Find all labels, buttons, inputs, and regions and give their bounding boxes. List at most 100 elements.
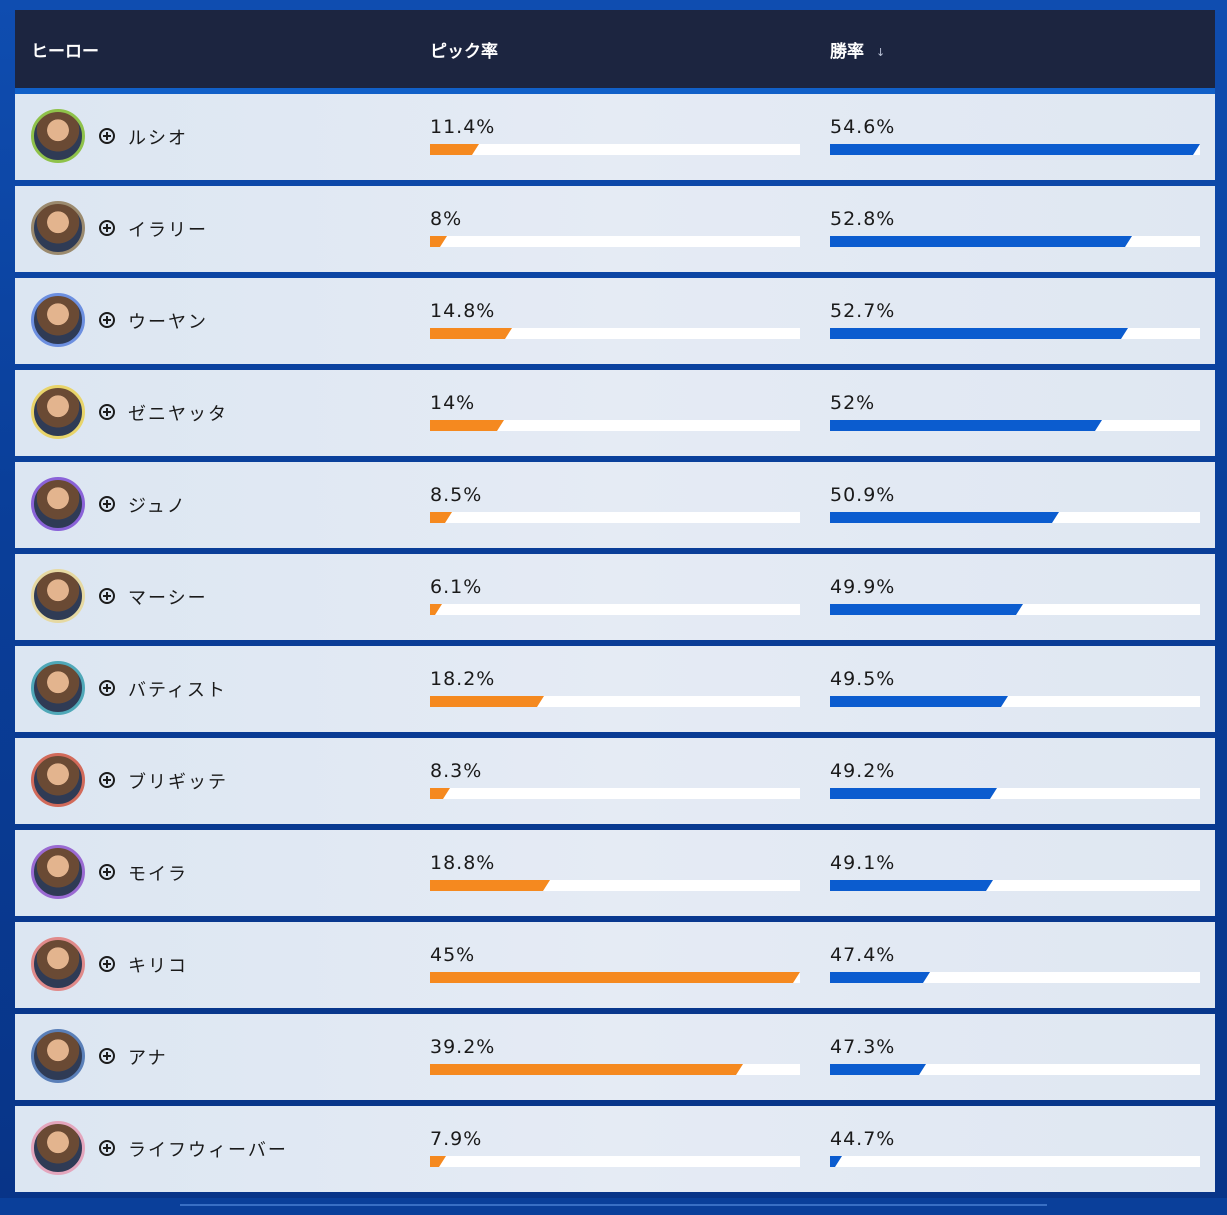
pick-rate-bar-fill — [430, 1064, 743, 1075]
pick-rate-value: 8.3% — [430, 760, 483, 782]
pick-rate-bar-fill — [430, 604, 442, 615]
column-header-win-rate[interactable]: 勝率 ↓ — [830, 37, 885, 62]
table-row[interactable]: ライフウィーバー 7.9% 44.7% — [15, 1106, 1215, 1192]
hero-name[interactable]: ライフウィーバー — [128, 1140, 288, 1161]
table-row[interactable]: ブリギッテ 8.3% 49.2% — [15, 738, 1215, 824]
hero-name[interactable]: キリコ — [128, 956, 188, 977]
add-icon[interactable] — [99, 496, 115, 512]
add-icon[interactable] — [99, 864, 115, 880]
hero-name[interactable]: アナ — [128, 1048, 168, 1069]
win-rate-bar — [830, 236, 1200, 247]
hero-portrait[interactable] — [31, 1121, 85, 1175]
table-row[interactable]: キリコ 45% 47.4% — [15, 922, 1215, 1008]
pick-rate-value: 18.2% — [430, 668, 496, 690]
hero-portrait[interactable] — [31, 293, 85, 347]
add-icon[interactable] — [99, 588, 115, 604]
pick-rate-bar — [430, 420, 800, 431]
hero-name[interactable]: ゼニヤッタ — [128, 404, 228, 425]
add-icon[interactable] — [99, 772, 115, 788]
table-row[interactable]: ルシオ 11.4% 54.6% — [15, 94, 1215, 180]
hero-name[interactable]: ウーヤン — [128, 312, 208, 333]
win-rate-bar-fill — [830, 512, 1059, 523]
add-icon[interactable] — [99, 1048, 115, 1064]
win-rate-bar — [830, 880, 1200, 891]
win-rate-bar-fill — [830, 880, 993, 891]
add-icon[interactable] — [99, 404, 115, 420]
win-rate-bar — [830, 972, 1200, 983]
hero-name[interactable]: イラリー — [128, 220, 208, 241]
win-rate-bar — [830, 788, 1200, 799]
table-row[interactable]: ウーヤン 14.8% 52.7% — [15, 278, 1215, 364]
win-rate-value: 47.3% — [830, 1036, 896, 1058]
sort-descending-icon[interactable]: ↓ — [876, 46, 886, 59]
pick-rate-bar — [430, 696, 800, 707]
hero-portrait[interactable] — [31, 385, 85, 439]
pick-rate-bar — [430, 144, 800, 155]
win-rate-bar — [830, 1064, 1200, 1075]
pick-rate-bar-fill — [430, 420, 504, 431]
win-rate-value: 47.4% — [830, 944, 896, 966]
pick-rate-bar-fill — [430, 1156, 446, 1167]
win-rate-bar — [830, 696, 1200, 707]
hero-portrait[interactable] — [31, 661, 85, 715]
table-row[interactable]: アナ 39.2% 47.3% — [15, 1014, 1215, 1100]
hero-portrait[interactable] — [31, 201, 85, 255]
table-row[interactable]: ジュノ 8.5% 50.9% — [15, 462, 1215, 548]
add-icon[interactable] — [99, 1140, 115, 1156]
hero-stats-table: ヒーロー ピック率 勝率 ↓ ルシオ 11.4% 54.6% イラリー 8% 52… — [15, 10, 1215, 1198]
win-rate-bar — [830, 604, 1200, 615]
pick-rate-value: 11.4% — [430, 116, 496, 138]
table-row[interactable]: イラリー 8% 52.8% — [15, 186, 1215, 272]
pick-rate-value: 18.8% — [430, 852, 496, 874]
pick-rate-value: 6.1% — [430, 576, 483, 598]
win-rate-bar — [830, 328, 1200, 339]
win-rate-bar-fill — [830, 788, 997, 799]
hero-name[interactable]: ルシオ — [128, 128, 188, 149]
hero-name[interactable]: ジュノ — [128, 496, 187, 517]
hero-portrait[interactable] — [31, 477, 85, 531]
win-rate-value: 52% — [830, 392, 876, 414]
win-rate-value: 54.6% — [830, 116, 896, 138]
win-rate-bar — [830, 512, 1200, 523]
pick-rate-bar-fill — [430, 788, 450, 799]
pick-rate-bar — [430, 1064, 800, 1075]
add-icon[interactable] — [99, 312, 115, 328]
hero-portrait[interactable] — [31, 569, 85, 623]
win-rate-value: 44.7% — [830, 1128, 896, 1150]
win-rate-value: 49.9% — [830, 576, 896, 598]
hero-name[interactable]: マーシー — [128, 588, 208, 609]
hero-portrait[interactable] — [31, 109, 85, 163]
hero-name[interactable]: モイラ — [128, 864, 188, 885]
win-rate-bar-fill — [830, 236, 1132, 247]
win-rate-bar — [830, 1156, 1200, 1167]
win-rate-value: 49.5% — [830, 668, 896, 690]
win-rate-bar-fill — [830, 696, 1008, 707]
win-rate-value: 50.9% — [830, 484, 896, 506]
pick-rate-bar — [430, 1156, 800, 1167]
hero-portrait[interactable] — [31, 937, 85, 991]
column-header-pick-rate[interactable]: ピック率 — [430, 42, 498, 62]
add-icon[interactable] — [99, 128, 115, 144]
table-row[interactable]: ゼニヤッタ 14% 52% — [15, 370, 1215, 456]
win-rate-bar-fill — [830, 144, 1200, 155]
pick-rate-bar-fill — [430, 696, 544, 707]
add-icon[interactable] — [99, 220, 115, 236]
add-icon[interactable] — [99, 956, 115, 972]
table-row[interactable]: モイラ 18.8% 49.1% — [15, 830, 1215, 916]
hero-name[interactable]: バティスト — [128, 680, 227, 701]
add-icon[interactable] — [99, 680, 115, 696]
pick-rate-value: 39.2% — [430, 1036, 496, 1058]
pick-rate-value: 45% — [430, 944, 476, 966]
table-row[interactable]: マーシー 6.1% 49.9% — [15, 554, 1215, 640]
pick-rate-bar — [430, 512, 800, 523]
bottom-decoration — [0, 1198, 1227, 1215]
pick-rate-bar-fill — [430, 236, 447, 247]
win-rate-bar-fill — [830, 1064, 926, 1075]
win-rate-bar — [830, 420, 1200, 431]
column-header-hero[interactable]: ヒーロー — [31, 42, 99, 62]
hero-name[interactable]: ブリギッテ — [128, 772, 228, 793]
hero-portrait[interactable] — [31, 753, 85, 807]
hero-portrait[interactable] — [31, 845, 85, 899]
table-row[interactable]: バティスト 18.2% 49.5% — [15, 646, 1215, 732]
hero-portrait[interactable] — [31, 1029, 85, 1083]
